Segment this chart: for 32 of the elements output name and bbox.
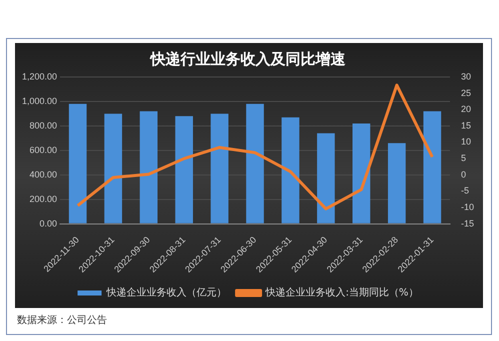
chart-title: 快递行业业务收入及同比增速: [150, 50, 346, 68]
bar: [282, 117, 300, 224]
source-note: 数据来源：公司公告: [17, 314, 107, 327]
y2-tick-label: 10: [460, 136, 472, 147]
y2-tick-label: 15: [460, 120, 472, 130]
bar: [423, 111, 442, 224]
bar: [210, 114, 228, 224]
bar: [246, 104, 264, 224]
y-tick-label: 1,200.00: [22, 71, 58, 82]
bar: [140, 111, 158, 224]
y2-tick-label: -5: [460, 186, 470, 196]
y-tick-label: 600.00: [30, 144, 58, 155]
y2-tick-label: 0: [460, 169, 466, 180]
y2-tick-label: 30: [460, 71, 472, 82]
bar: [68, 104, 87, 224]
y2-tick-label: 25: [460, 88, 472, 98]
y-tick-label: 800.00: [30, 120, 58, 130]
y-tick-label: 200.00: [30, 194, 58, 204]
y2-tick-label: -10: [460, 202, 474, 212]
bar: [388, 143, 406, 224]
bar: [104, 114, 122, 224]
y-tick-label: 0.00: [40, 218, 58, 228]
y2-tick-label: 5: [460, 153, 466, 164]
bar: [352, 123, 370, 224]
y-tick-label: 1,000.00: [22, 96, 58, 106]
y-tick-label: 400.00: [30, 169, 58, 180]
y2-tick-label: 20: [460, 104, 472, 114]
y2-tick-label: -15: [460, 218, 474, 228]
bar: [175, 116, 193, 224]
legend-label: 快递企业业务收入:当期同比（%）: [264, 286, 418, 299]
legend-label: 快递企业业务收入（亿元）: [106, 286, 227, 299]
bar: [317, 133, 335, 224]
